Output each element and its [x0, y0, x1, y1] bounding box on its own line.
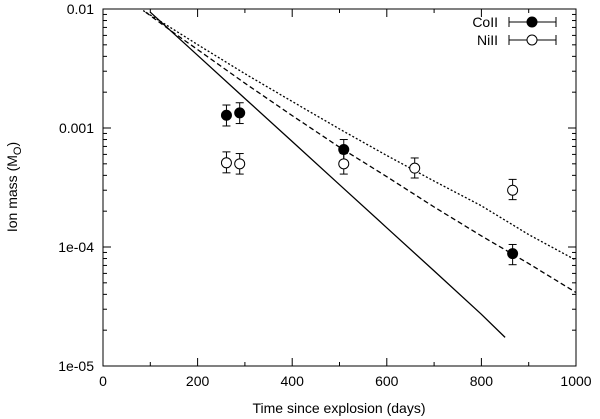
- y-tick-label: 1e-05: [58, 358, 94, 374]
- y-axis-label-close: ): [4, 142, 20, 147]
- y-axis-label-subscript: O: [12, 146, 24, 155]
- coii-point: [507, 248, 519, 260]
- coii-point: [338, 143, 350, 155]
- legend: CoII NiII: [472, 14, 557, 48]
- x-tick-label: 0: [99, 373, 107, 389]
- niii-point: [507, 184, 519, 196]
- model-curve-dotted: [142, 10, 577, 261]
- x-tick-label: 400: [281, 373, 305, 389]
- y-axis-label: Ion mass (MO): [4, 142, 24, 232]
- data-points: [220, 102, 519, 266]
- niii-point: [409, 162, 421, 174]
- niii-point: [234, 158, 246, 170]
- coii-point: [220, 109, 232, 121]
- tick-labels: 0 200 400 600 800 1000 1e-05 1e-04 0.001 0.01: [58, 1, 592, 389]
- x-tick-label: 1000: [560, 373, 591, 389]
- y-axis-label-main: Ion mass (M: [4, 155, 20, 232]
- legend-marker-coii: [508, 16, 557, 28]
- axis-ticks: [102, 8, 577, 367]
- niii-point: [338, 158, 350, 170]
- plot-frame: [102, 8, 577, 367]
- model-curve-solid: [149, 11, 506, 338]
- legend-label-niii: NiII: [477, 32, 498, 48]
- y-tick-label: 0.01: [67, 1, 94, 17]
- x-tick-label: 800: [470, 373, 494, 389]
- y-tick-label: 1e-04: [58, 239, 94, 255]
- y-tick-label: 0.001: [59, 120, 94, 136]
- coii-point: [234, 107, 246, 119]
- legend-label-coii: CoII: [472, 14, 498, 30]
- x-tick-label: 600: [375, 373, 399, 389]
- x-axis-label: Time since explosion (days): [253, 400, 426, 416]
- legend-marker-niii: [508, 34, 557, 46]
- niii-point: [220, 157, 232, 169]
- model-curves: [142, 10, 577, 338]
- x-tick-label: 200: [186, 373, 210, 389]
